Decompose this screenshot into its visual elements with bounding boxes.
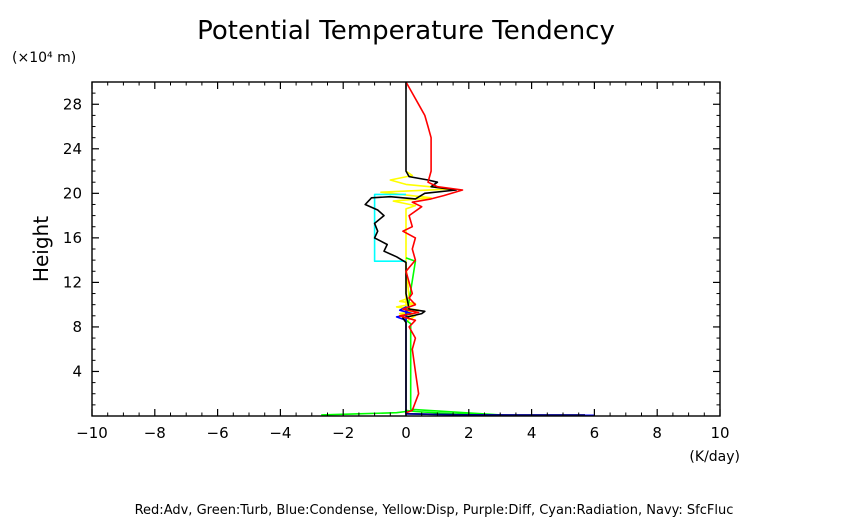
series-line bbox=[395, 306, 595, 417]
y-unit-label: (×10⁴ m) bbox=[12, 50, 76, 66]
x-unit-label: (K/day) bbox=[689, 449, 740, 465]
y-tick-label: 28 bbox=[63, 95, 82, 113]
x-tick-label: −2 bbox=[332, 424, 354, 442]
y-tick-label: 12 bbox=[63, 273, 82, 291]
chart-title: Potential Temperature Tendency bbox=[197, 16, 615, 46]
y-tick-label: 4 bbox=[72, 362, 82, 380]
x-tick-label: 8 bbox=[652, 424, 662, 442]
x-tick-label: 10 bbox=[710, 424, 729, 442]
series-line bbox=[373, 193, 406, 263]
plot-frame bbox=[91, 81, 721, 417]
color-legend: Red:Adv, Green:Turb, Blue:Condense, Yell… bbox=[135, 503, 734, 518]
series-line bbox=[398, 81, 464, 414]
x-tick-label: −10 bbox=[76, 424, 108, 442]
x-tick-label: −4 bbox=[269, 424, 291, 442]
y-axis-label: Height bbox=[29, 216, 53, 282]
x-tick-label: 6 bbox=[590, 424, 600, 442]
x-tick-label: −8 bbox=[144, 424, 166, 442]
x-tick-label: −6 bbox=[207, 424, 229, 442]
x-tick-label: 0 bbox=[401, 424, 411, 442]
series-layer bbox=[321, 81, 595, 417]
x-tick-label: 4 bbox=[527, 424, 537, 442]
y-tick-label: 20 bbox=[63, 184, 82, 202]
series-line bbox=[321, 257, 502, 416]
y-tick-label: 16 bbox=[63, 229, 82, 247]
y-tick-label: 24 bbox=[63, 140, 82, 158]
y-tick-label: 8 bbox=[72, 318, 82, 336]
x-tick-label: 2 bbox=[464, 424, 474, 442]
